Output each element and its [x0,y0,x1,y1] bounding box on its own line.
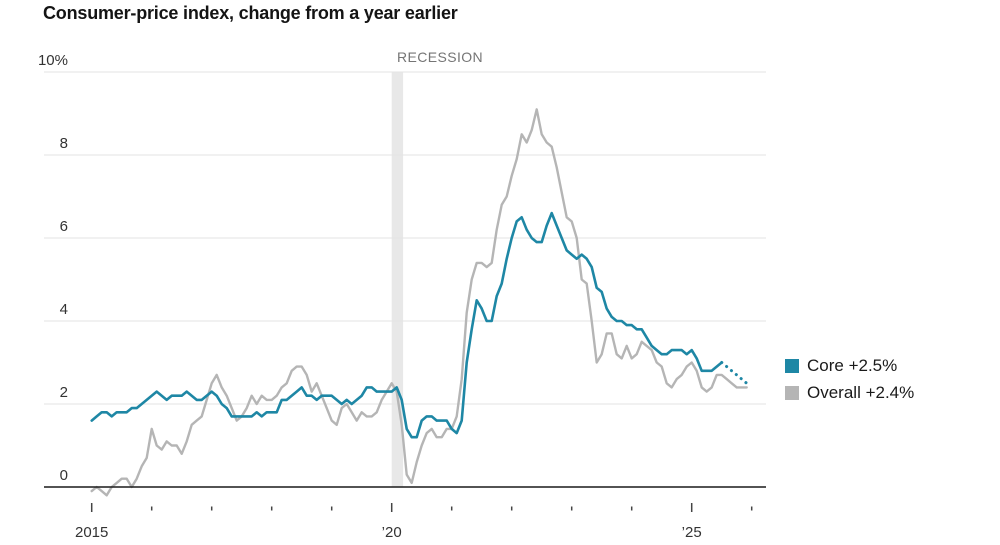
x-axis-label-2015: 2015 [75,524,108,541]
y-axis-label-4: 4 [60,301,68,318]
y-axis-label-10: 10% [38,52,68,69]
legend-label-core: Core +2.5% [807,355,898,375]
y-axis-label-2: 2 [60,384,68,401]
core-line [90,211,723,439]
y-axis-label-6: 6 [60,218,68,235]
core-line-dotted [720,361,749,385]
legend-label-overall: Overall +2.4% [807,382,915,402]
core-series-swatch [785,358,799,373]
recession-label: RECESSION [397,49,484,65]
x-axis-label-2025: ’25 [682,524,702,541]
chart-title: Consumer-price index, change from a year… [43,3,458,23]
chart-legend: Core +2.5% Overall +2.4% [785,352,914,406]
x-axis-label-2020: ’20 [382,524,402,541]
legend-item-overall: Overall +2.4% [785,379,914,406]
recession-band [391,72,404,487]
legend-item-core: Core +2.5% [785,352,914,379]
y-axis-label-0: 0 [60,467,68,484]
overall-series-swatch [785,385,799,400]
overall-line [90,108,748,497]
y-axis-label-8: 8 [60,135,68,152]
